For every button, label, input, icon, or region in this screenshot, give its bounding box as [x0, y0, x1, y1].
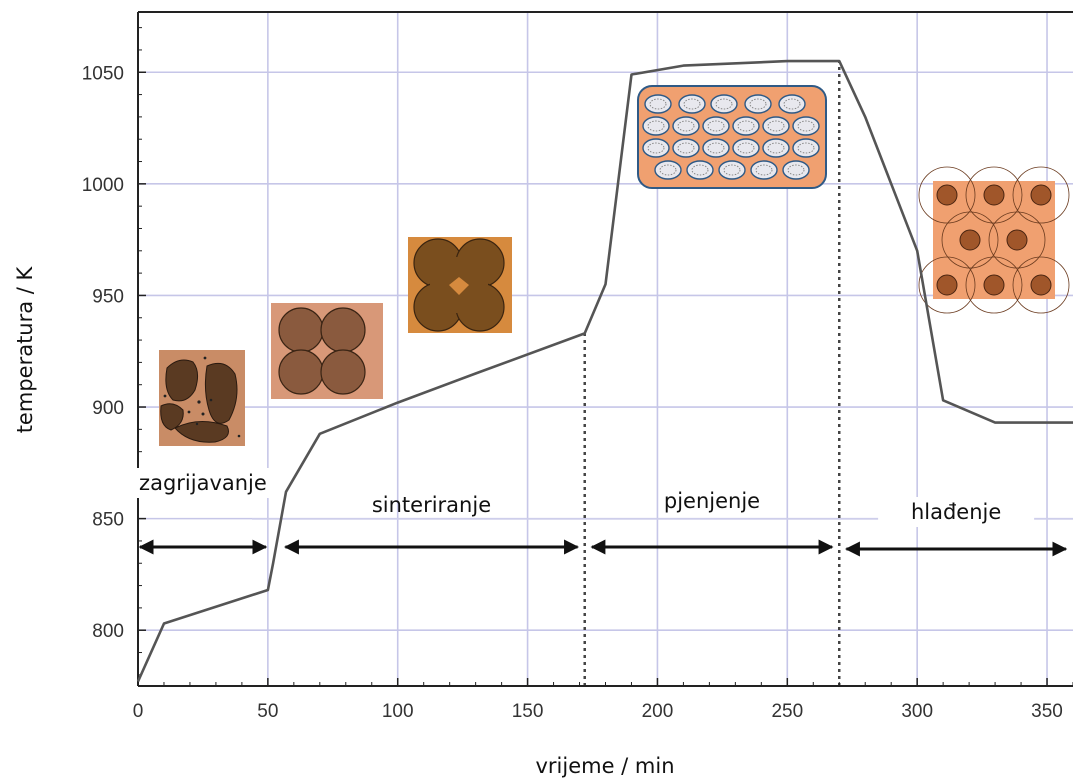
- x-tick-label: 50: [257, 701, 278, 722]
- x-tick-label: 300: [901, 701, 933, 722]
- foam-cell: [762, 116, 790, 136]
- foam-cell: [744, 94, 772, 114]
- tick-marks: [137, 27, 1073, 686]
- y-tick-label: 800: [92, 621, 124, 642]
- foam-cell: [702, 138, 730, 158]
- temperature-line: [136, 59, 1073, 683]
- phase-label: zagrijavanje: [139, 471, 267, 495]
- foam-cell: [710, 94, 738, 114]
- foam-cell: [644, 94, 672, 114]
- x-tick-label: 350: [1031, 701, 1063, 722]
- foam-cell: [686, 160, 714, 180]
- x-tick-label: 200: [642, 701, 674, 722]
- foam-cell: [762, 138, 790, 158]
- foam-cell: [792, 138, 820, 158]
- foam-cell: [642, 138, 670, 158]
- foam-cell: [678, 94, 706, 114]
- y-tick-label: 1050: [82, 63, 124, 84]
- phase-label: sinteriranje: [372, 493, 491, 517]
- foam-cell: [732, 138, 760, 158]
- foam-cell: [672, 116, 700, 136]
- y-axis-label: temperatura / K: [13, 265, 37, 433]
- touching-particles-icon: [271, 303, 383, 399]
- x-tick-label: 150: [512, 701, 544, 722]
- foam-cell: [792, 116, 820, 136]
- phase-markers: [583, 61, 841, 686]
- x-tick-label: 0: [133, 701, 144, 722]
- foam-bubbles-icon: [637, 85, 827, 189]
- foam-cell: [642, 116, 670, 136]
- tick-labels: 0 50 100 150 200 250 300 350 800 850 900 950 1000 105…: [82, 63, 1063, 722]
- foam-cell: [782, 160, 810, 180]
- x-axis-label: vrijeme / min: [535, 754, 674, 778]
- phase-label: hlađenje: [911, 500, 1001, 524]
- loose-powder-icon: [159, 350, 245, 446]
- x-tick-label: 100: [382, 701, 414, 722]
- foam-cell: [778, 94, 806, 114]
- cooled-foam-icon: [918, 166, 1070, 314]
- phase-annotations: zagrijavanje sinteriranje pjenjenje hlađenj…: [124, 468, 1073, 557]
- necked-particles-icon: [408, 237, 512, 333]
- phase-label-bg: [878, 497, 1035, 527]
- y-tick-label: 950: [92, 286, 124, 307]
- foam-cell: [750, 160, 778, 180]
- phase-label: pjenjenje: [664, 489, 760, 513]
- foam-cell: [718, 160, 746, 180]
- foam-cell: [672, 138, 700, 158]
- foam-cell: [702, 116, 730, 136]
- foam-cell: [654, 160, 682, 180]
- x-tick-label: 250: [771, 701, 803, 722]
- y-tick-label: 900: [92, 398, 124, 419]
- phase-label-bg: [124, 468, 281, 498]
- y-tick-label: 1000: [82, 175, 124, 196]
- y-tick-label: 850: [92, 510, 124, 531]
- foam-cell: [732, 116, 760, 136]
